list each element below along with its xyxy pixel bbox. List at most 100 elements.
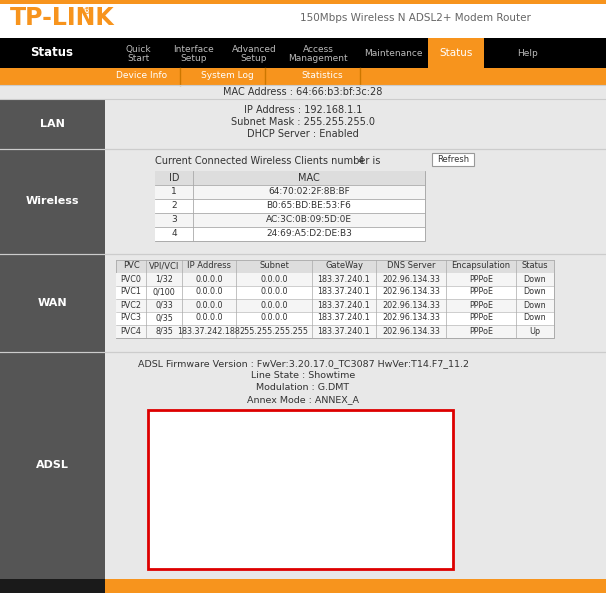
Text: 0.0.0.0: 0.0.0.0: [260, 288, 288, 296]
Text: 183.37.240.1: 183.37.240.1: [318, 314, 370, 323]
Bar: [116, 260, 554, 338]
Text: 183.37.242.188: 183.37.242.188: [178, 327, 241, 336]
Text: 0/35: 0/35: [155, 314, 173, 323]
Bar: [0, 38, 606, 68]
Bar: [0, 99, 606, 149]
Text: Down: Down: [524, 314, 547, 323]
Text: 183.37.240.1: 183.37.240.1: [318, 288, 370, 296]
Text: SNR Margin :: SNR Margin :: [205, 428, 266, 437]
Text: Status: Status: [30, 46, 73, 59]
Bar: [116, 325, 554, 338]
Text: PVC4: PVC4: [121, 327, 141, 336]
Text: Modulation : G.DMT: Modulation : G.DMT: [256, 383, 350, 392]
Text: 512: 512: [347, 458, 365, 467]
Bar: [432, 153, 474, 166]
Bar: [0, 85, 606, 99]
Text: Annex Mode : ANNEX_A: Annex Mode : ANNEX_A: [247, 395, 359, 404]
Text: PVC3: PVC3: [121, 314, 141, 323]
Bar: [155, 213, 425, 227]
Text: ID: ID: [168, 173, 179, 183]
Text: 0.0.0.0: 0.0.0.0: [195, 301, 223, 310]
Bar: [0, 4, 606, 38]
Text: 255.255.255.255: 255.255.255.255: [239, 327, 308, 336]
Text: db: db: [392, 428, 404, 437]
Text: PVC: PVC: [122, 262, 139, 270]
Text: 0/100: 0/100: [153, 288, 175, 296]
Text: Line State : Showtime: Line State : Showtime: [251, 371, 355, 380]
Text: DNS Server: DNS Server: [387, 262, 435, 270]
Bar: [116, 299, 554, 312]
Text: Status: Status: [522, 262, 548, 270]
Text: 202.96.134.33: 202.96.134.33: [382, 275, 440, 283]
Text: 24: 24: [350, 488, 362, 497]
Text: Status: Status: [439, 48, 473, 58]
Text: MAC: MAC: [298, 173, 320, 183]
Text: DHCP Server : Enabled: DHCP Server : Enabled: [247, 129, 359, 139]
Text: IP Address : 192.168.1.1: IP Address : 192.168.1.1: [244, 105, 362, 115]
Bar: [0, 99, 105, 149]
Text: 0: 0: [300, 488, 306, 497]
Text: Downstream: Downstream: [273, 413, 333, 422]
Bar: [155, 199, 425, 213]
Text: Current Connected Wireless Clients number is: Current Connected Wireless Clients numbe…: [155, 156, 381, 166]
Text: 183.37.240.1: 183.37.240.1: [318, 327, 370, 336]
Text: 1/32: 1/32: [155, 275, 173, 283]
Text: 0.0.0.0: 0.0.0.0: [260, 301, 288, 310]
Text: PPPoE: PPPoE: [469, 275, 493, 283]
Text: Data Rate :: Data Rate :: [212, 458, 266, 467]
Text: 1180: 1180: [344, 473, 368, 482]
Bar: [0, 254, 105, 352]
Text: Down: Down: [524, 288, 547, 296]
Bar: [0, 38, 105, 68]
Text: PPPoE: PPPoE: [469, 301, 493, 310]
Text: 24:69:A5:D2:DE:B3: 24:69:A5:D2:DE:B3: [266, 229, 352, 238]
Bar: [116, 312, 554, 325]
Text: PPPoE: PPPoE: [469, 327, 493, 336]
Bar: [155, 171, 425, 241]
Text: 202.96.134.33: 202.96.134.33: [382, 314, 440, 323]
Text: Start: Start: [127, 54, 149, 63]
Text: 2: 2: [171, 202, 177, 211]
Bar: [116, 286, 554, 299]
Text: 202.96.134.33: 202.96.134.33: [382, 288, 440, 296]
Text: PVC2: PVC2: [121, 301, 141, 310]
Text: Encapsulation: Encapsulation: [451, 262, 511, 270]
Text: kbps: kbps: [392, 458, 415, 467]
Text: LAN: LAN: [39, 119, 64, 129]
Text: Setup: Setup: [241, 54, 267, 63]
Text: Max Rate :: Max Rate :: [215, 473, 266, 482]
Text: Subnet: Subnet: [259, 262, 289, 270]
Text: Wireless: Wireless: [25, 196, 79, 206]
Text: Up: Up: [530, 327, 541, 336]
Text: 10816: 10816: [288, 473, 318, 482]
Bar: [155, 227, 425, 241]
Text: 0.0.0.0: 0.0.0.0: [195, 288, 223, 296]
Text: MAC Address : 64:66:b3:bf:3c:28: MAC Address : 64:66:b3:bf:3c:28: [224, 87, 382, 97]
Bar: [428, 38, 484, 68]
Text: 9.5: 9.5: [348, 443, 364, 452]
Bar: [116, 273, 554, 286]
Text: CRC :: CRC :: [241, 488, 266, 497]
Text: 202.96.134.33: 202.96.134.33: [382, 327, 440, 336]
Text: 13.5: 13.5: [293, 443, 313, 452]
Text: PPPoE: PPPoE: [469, 314, 493, 323]
Text: 1: 1: [171, 187, 177, 196]
Text: ®: ®: [83, 7, 92, 16]
Text: Interface: Interface: [174, 45, 215, 54]
Text: 26.5: 26.5: [293, 428, 313, 437]
Text: IP Address: IP Address: [187, 262, 231, 270]
Text: Line Attenuation :: Line Attenuation :: [181, 443, 266, 452]
Bar: [155, 185, 425, 199]
Text: 150Mbps Wireless N ADSL2+ Modem Router: 150Mbps Wireless N ADSL2+ Modem Router: [300, 13, 531, 23]
Text: 24.0: 24.0: [345, 428, 367, 437]
Text: 8/35: 8/35: [155, 327, 173, 336]
Text: PPPoE: PPPoE: [469, 288, 493, 296]
Text: Subnet Mask : 255.255.255.0: Subnet Mask : 255.255.255.0: [231, 117, 375, 127]
Text: WAN: WAN: [37, 298, 67, 308]
Text: Setup: Setup: [181, 54, 207, 63]
Text: 4: 4: [171, 229, 177, 238]
Text: 0.0.0.0: 0.0.0.0: [195, 314, 223, 323]
Text: Help: Help: [518, 49, 538, 58]
Bar: [0, 149, 105, 254]
Text: Management: Management: [288, 54, 348, 63]
